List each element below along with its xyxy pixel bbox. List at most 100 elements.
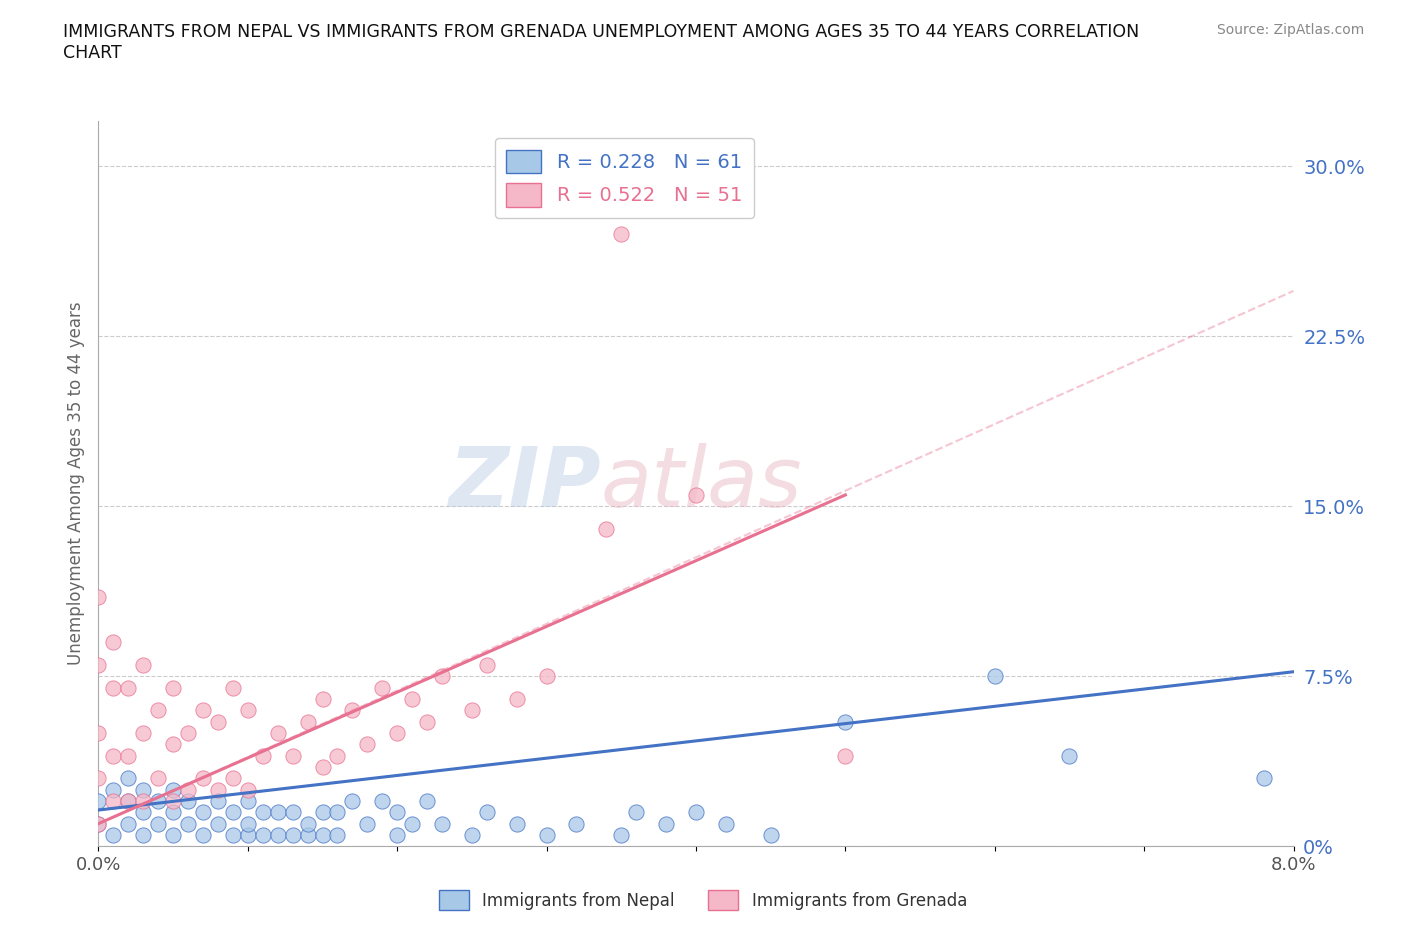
Point [236, 817, 259, 831]
Point [162, 804, 184, 819]
Point [252, 748, 274, 763]
Point [326, 804, 349, 819]
Point [714, 817, 737, 831]
Text: ZIP: ZIP [447, 443, 600, 525]
Point [759, 828, 782, 843]
Point [342, 703, 364, 718]
Point [326, 748, 349, 763]
Point [207, 793, 229, 808]
Legend: Immigrants from Nepal, Immigrants from Grenada: Immigrants from Nepal, Immigrants from G… [433, 884, 973, 917]
Point [267, 725, 290, 740]
Point [162, 782, 184, 797]
Point [177, 817, 200, 831]
Point [565, 817, 588, 831]
Point [103, 793, 125, 808]
Point [984, 669, 1007, 684]
Point [87, 793, 110, 808]
Point [148, 703, 170, 718]
Text: atlas: atlas [600, 443, 801, 525]
Point [222, 804, 245, 819]
Point [132, 658, 155, 672]
Point [416, 714, 439, 729]
Point [267, 828, 290, 843]
Point [356, 737, 378, 751]
Point [87, 817, 110, 831]
Point [236, 828, 259, 843]
Point [1059, 748, 1081, 763]
Point [595, 522, 617, 537]
Point [655, 817, 678, 831]
Point [536, 828, 558, 843]
Point [371, 793, 394, 808]
Point [87, 725, 110, 740]
Point [117, 793, 139, 808]
Point [207, 714, 229, 729]
Point [475, 658, 498, 672]
Point [252, 828, 274, 843]
Point [475, 804, 498, 819]
Point [132, 828, 155, 843]
Point [207, 817, 229, 831]
Y-axis label: Unemployment Among Ages 35 to 44 years: Unemployment Among Ages 35 to 44 years [66, 302, 84, 665]
Point [1253, 771, 1275, 786]
Point [281, 804, 304, 819]
Point [685, 487, 707, 502]
Point [401, 692, 423, 707]
Legend: R = 0.228   N = 61, R = 0.522   N = 51: R = 0.228 N = 61, R = 0.522 N = 51 [495, 138, 754, 219]
Point [236, 793, 259, 808]
Point [177, 782, 200, 797]
Point [326, 828, 349, 843]
Point [117, 817, 139, 831]
Point [117, 793, 139, 808]
Point [297, 817, 319, 831]
Text: IMMIGRANTS FROM NEPAL VS IMMIGRANTS FROM GRENADA UNEMPLOYMENT AMONG AGES 35 TO 4: IMMIGRANTS FROM NEPAL VS IMMIGRANTS FROM… [63, 23, 1139, 62]
Point [311, 828, 333, 843]
Point [132, 725, 155, 740]
Point [87, 817, 110, 831]
Point [536, 669, 558, 684]
Point [117, 680, 139, 695]
Point [148, 793, 170, 808]
Point [356, 817, 378, 831]
Point [297, 714, 319, 729]
Point [87, 590, 110, 604]
Point [685, 804, 707, 819]
Point [222, 771, 245, 786]
Point [834, 748, 856, 763]
Point [385, 828, 409, 843]
Point [342, 793, 364, 808]
Point [506, 692, 529, 707]
Point [461, 703, 484, 718]
Point [311, 760, 333, 775]
Point [311, 804, 333, 819]
Point [87, 771, 110, 786]
Point [430, 669, 453, 684]
Point [610, 227, 633, 242]
Point [103, 828, 125, 843]
Point [162, 737, 184, 751]
Point [87, 658, 110, 672]
Point [385, 725, 409, 740]
Point [162, 680, 184, 695]
Point [191, 703, 214, 718]
Point [132, 793, 155, 808]
Point [207, 782, 229, 797]
Point [162, 793, 184, 808]
Point [117, 771, 139, 786]
Point [177, 725, 200, 740]
Point [103, 635, 125, 650]
Point [222, 680, 245, 695]
Point [148, 817, 170, 831]
Point [267, 804, 290, 819]
Point [236, 782, 259, 797]
Point [191, 771, 214, 786]
Point [401, 817, 423, 831]
Point [117, 748, 139, 763]
Point [177, 793, 200, 808]
Point [311, 692, 333, 707]
Point [252, 804, 274, 819]
Point [416, 793, 439, 808]
Point [297, 828, 319, 843]
Point [103, 748, 125, 763]
Point [610, 828, 633, 843]
